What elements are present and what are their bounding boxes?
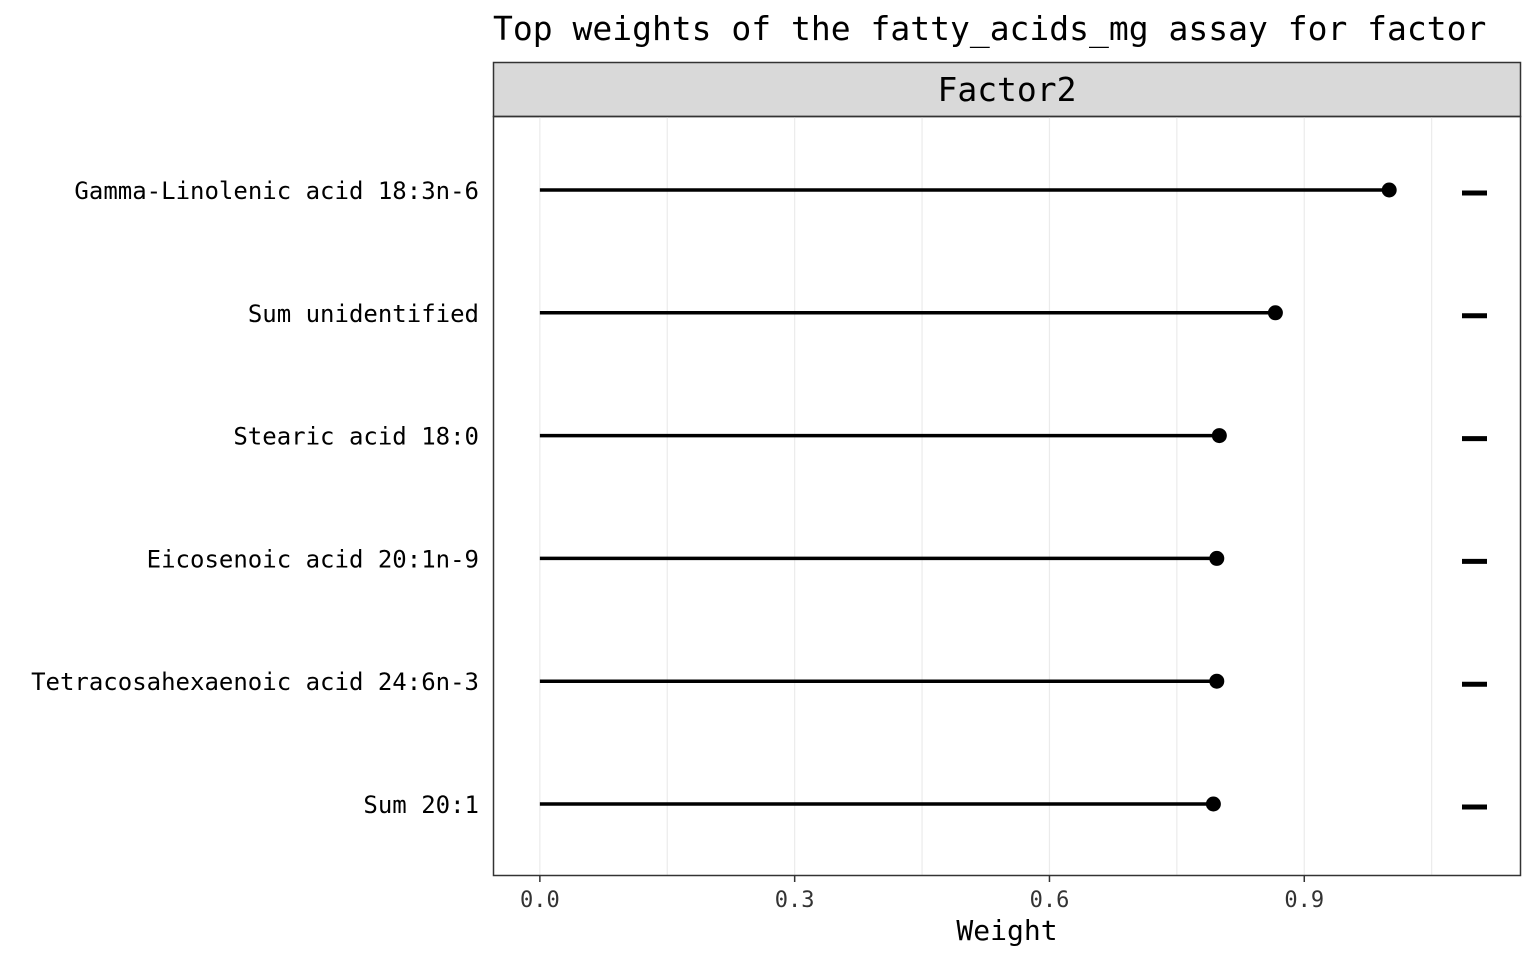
y-axis-labels: Gamma-Linolenic acid 18:3n-6 Sum unidenti… <box>31 177 479 819</box>
chart-title: Top weights of the fatty_acids_mg assay … <box>493 9 1486 49</box>
data-point <box>1205 796 1221 812</box>
y-tick-label: Gamma-Linolenic acid 18:3n-6 <box>74 177 479 205</box>
x-tick-label: 0.9 <box>1284 888 1324 913</box>
data-point <box>1381 182 1397 198</box>
x-tick-label: 0.3 <box>775 888 815 913</box>
data-point <box>1211 428 1227 444</box>
x-axis-label: Weight <box>956 914 1057 947</box>
data-point <box>1209 673 1225 689</box>
y-tick-label: Tetracosahexaenoic acid 24:6n-3 <box>31 668 479 696</box>
gridlines <box>539 117 1433 875</box>
plot-panel-border <box>492 115 1522 877</box>
y-tick-label: Stearic acid 18:0 <box>233 423 479 451</box>
facet-label: Factor2 <box>937 70 1076 109</box>
y-tick-label: Eicosenoic acid 20:1n-9 <box>147 545 479 573</box>
data-point <box>1209 550 1225 566</box>
data-point <box>1267 305 1283 321</box>
x-tick-label: 0.0 <box>520 888 560 913</box>
facet-strip <box>492 61 1522 118</box>
sign-markers <box>1462 190 1487 810</box>
lollipop-stems <box>539 188 1390 806</box>
lollipop-points <box>1205 182 1397 812</box>
x-tick-label: 0.6 <box>1030 888 1070 913</box>
y-tick-label: Sum unidentified <box>248 300 479 328</box>
y-tick-label: Sum 20:1 <box>363 791 479 819</box>
x-axis: 0.0 0.3 0.6 0.9 <box>520 876 1324 913</box>
